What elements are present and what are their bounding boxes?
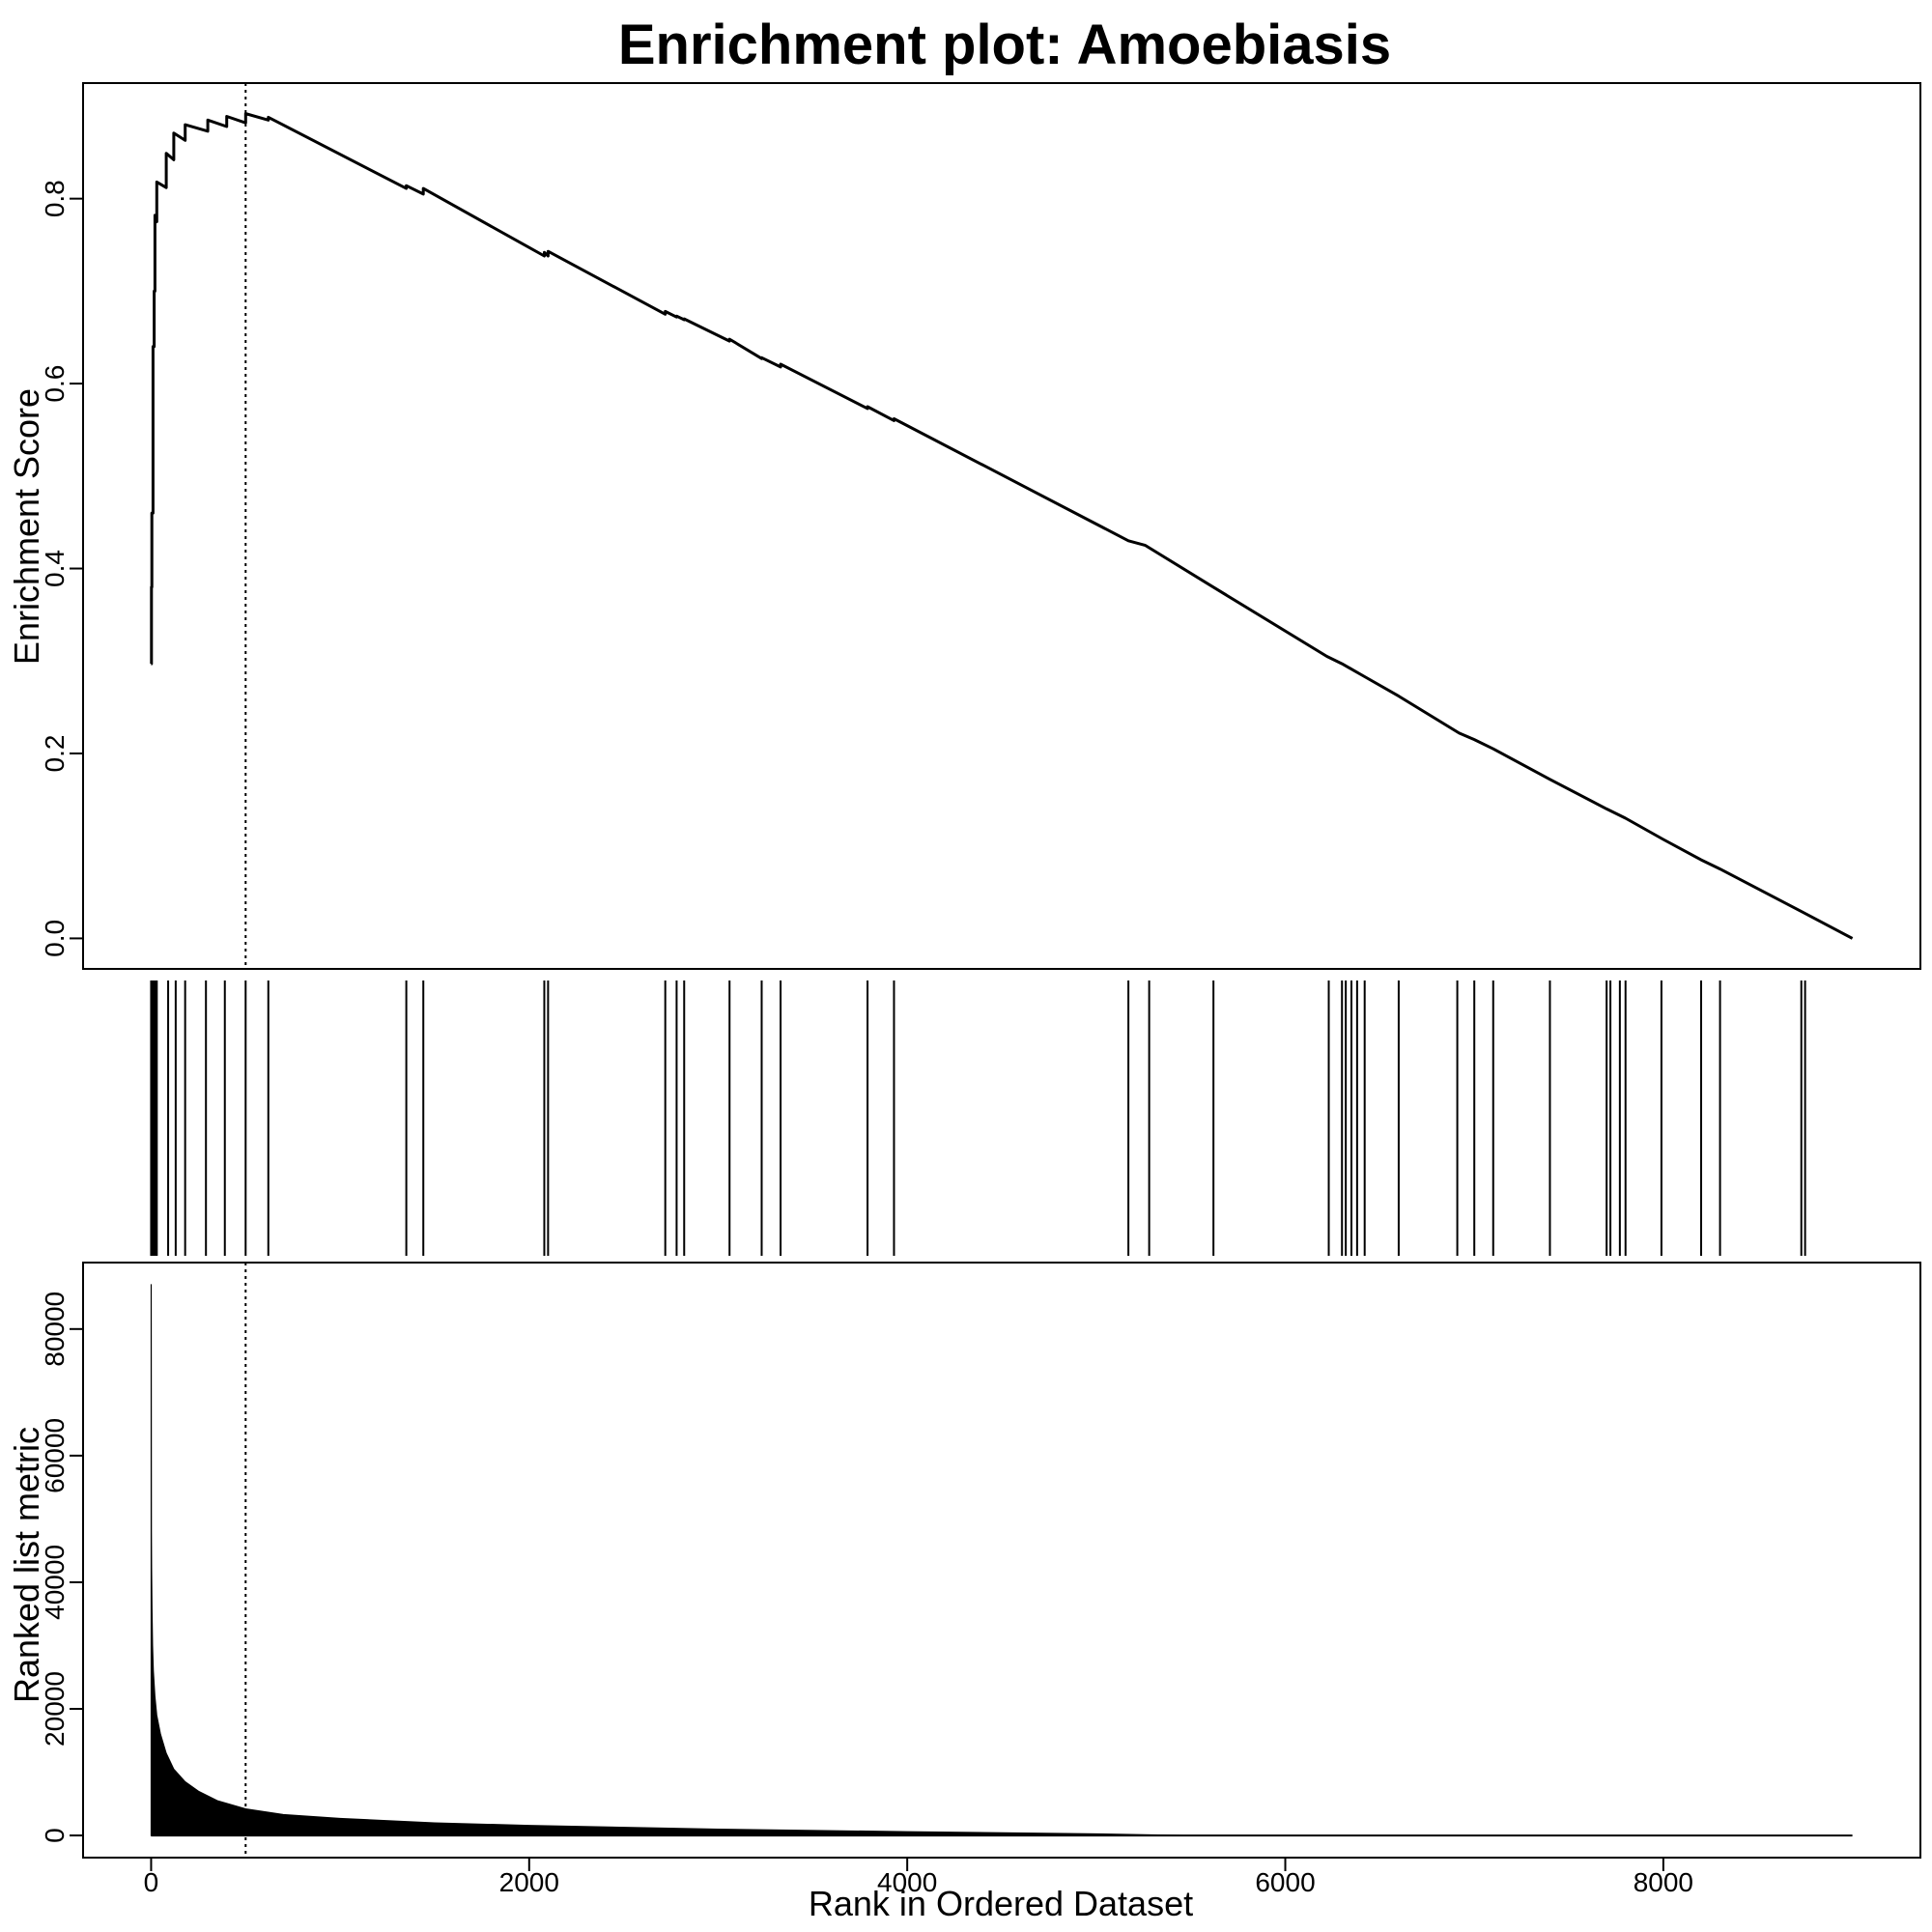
ranked-y-tick-label: 40000: [40, 1545, 70, 1620]
gene-set-hits-barcode: [150, 980, 1806, 1256]
ranked-x-ticks: 0 2000 4000 6000 8000: [144, 1858, 1693, 1897]
chart-title: Enrichment plot: Amoebiasis: [618, 14, 1391, 76]
x-axis-label: Rank in Ordered Dataset: [809, 1884, 1193, 1923]
enrichment-score-frame: [82, 82, 1921, 970]
x-tick-label: 6000: [1255, 1867, 1315, 1897]
ranked-y-tick-label: 20000: [40, 1671, 70, 1747]
ranked-metric-area: [150, 1284, 1853, 1836]
ranked-metric-area-layer: [150, 1284, 1853, 1837]
x-tick-label: 0: [144, 1867, 159, 1897]
enrichment-y-tick-label: 0.8: [40, 180, 70, 217]
enrichment-y-axis-label: Enrichment Score: [7, 388, 46, 665]
enrichment-y-ticks: 0.0 0.2 0.4 0.6 0.8: [40, 180, 83, 957]
enrichment-score-panel: 0.0 0.2 0.4 0.6 0.8 Enrichment Score: [7, 82, 1921, 970]
ranked-y-tick-label: 80000: [40, 1292, 70, 1367]
x-tick-label: 4000: [877, 1867, 937, 1897]
enrichment-score-line: [150, 112, 1854, 940]
x-tick-label: 8000: [1634, 1867, 1693, 1897]
ranked-y-axis-label: Ranked list metric: [7, 1427, 46, 1703]
enrichment-y-tick-label: 0.0: [40, 920, 70, 957]
enrichment-y-tick-label: 0.2: [40, 735, 70, 773]
enrichment-score-line-layer: [150, 112, 1854, 940]
ranked-metric-frame: [82, 1262, 1921, 1859]
ranked-y-tick-label: 60000: [40, 1418, 70, 1493]
ranked-y-ticks: 0 20000 40000 60000 80000: [40, 1292, 83, 1843]
enrichment-y-tick-label: 0.6: [40, 365, 70, 403]
enrichment-y-tick-label: 0.4: [40, 550, 70, 587]
ranked-y-tick-label: 0: [40, 1828, 70, 1843]
x-tick-label: 2000: [499, 1867, 559, 1897]
